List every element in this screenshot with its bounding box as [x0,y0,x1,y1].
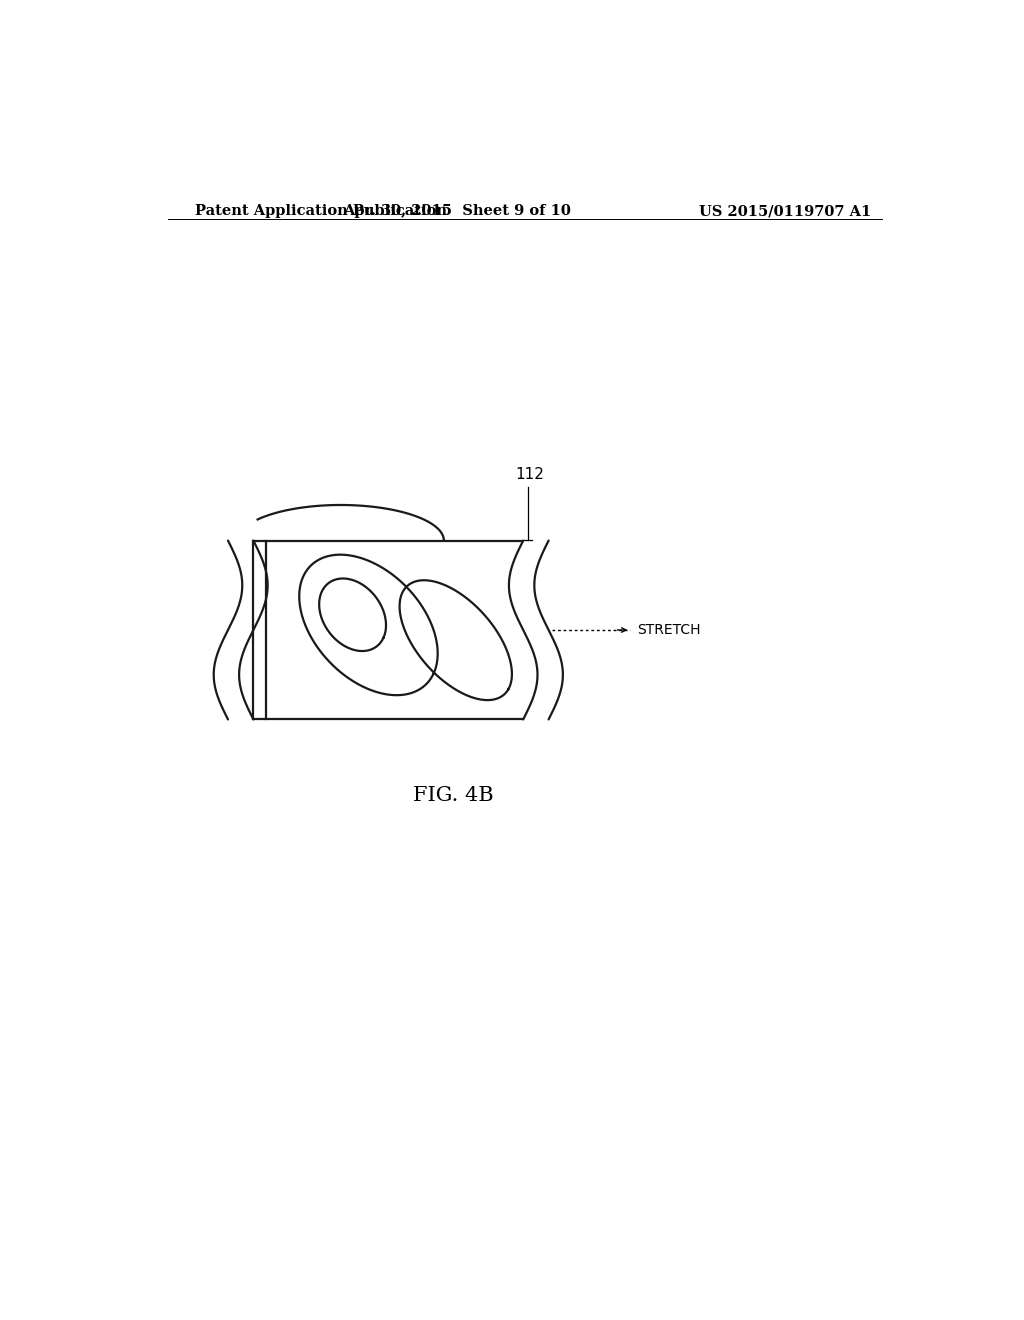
Text: 112: 112 [515,466,544,482]
Text: Apr. 30, 2015  Sheet 9 of 10: Apr. 30, 2015 Sheet 9 of 10 [343,205,571,218]
Text: Patent Application Publication: Patent Application Publication [196,205,447,218]
Text: FIG. 4B: FIG. 4B [413,787,494,805]
Text: STRETCH: STRETCH [637,623,700,638]
Text: US 2015/0119707 A1: US 2015/0119707 A1 [699,205,871,218]
